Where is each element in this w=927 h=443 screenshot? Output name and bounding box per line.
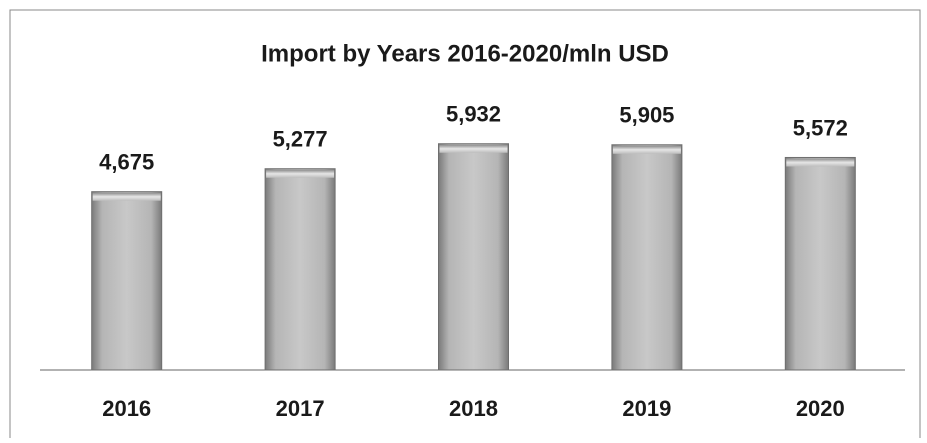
bar-body bbox=[611, 144, 683, 371]
bar-body bbox=[784, 156, 856, 371]
bar bbox=[264, 168, 336, 371]
chart-title: Import by Years 2016-2020/mln USD bbox=[261, 40, 669, 67]
bar bbox=[784, 156, 856, 371]
x-tick-label: 2017 bbox=[276, 396, 325, 421]
x-tick-label: 2018 bbox=[449, 396, 498, 421]
chart-frame bbox=[9, 9, 921, 443]
bar-body bbox=[264, 168, 336, 371]
bar-body bbox=[91, 191, 163, 371]
x-tick-label: 2020 bbox=[796, 396, 845, 421]
bar bbox=[611, 144, 683, 371]
bar-cap bbox=[439, 144, 508, 153]
data-label: 5,277 bbox=[273, 127, 328, 152]
bar-cap bbox=[92, 192, 161, 201]
bar-cap bbox=[612, 145, 681, 154]
data-label: 5,572 bbox=[793, 115, 848, 140]
bar bbox=[91, 191, 163, 371]
data-label: 4,675 bbox=[99, 149, 154, 174]
data-label: 5,905 bbox=[619, 103, 674, 128]
bar-cap bbox=[266, 169, 335, 178]
x-tick-label: 2016 bbox=[102, 396, 151, 421]
bar-body bbox=[438, 143, 509, 371]
bar-cap bbox=[786, 158, 855, 167]
x-tick-label: 2019 bbox=[622, 396, 671, 421]
bar bbox=[438, 143, 509, 371]
data-label: 5,932 bbox=[446, 102, 501, 127]
